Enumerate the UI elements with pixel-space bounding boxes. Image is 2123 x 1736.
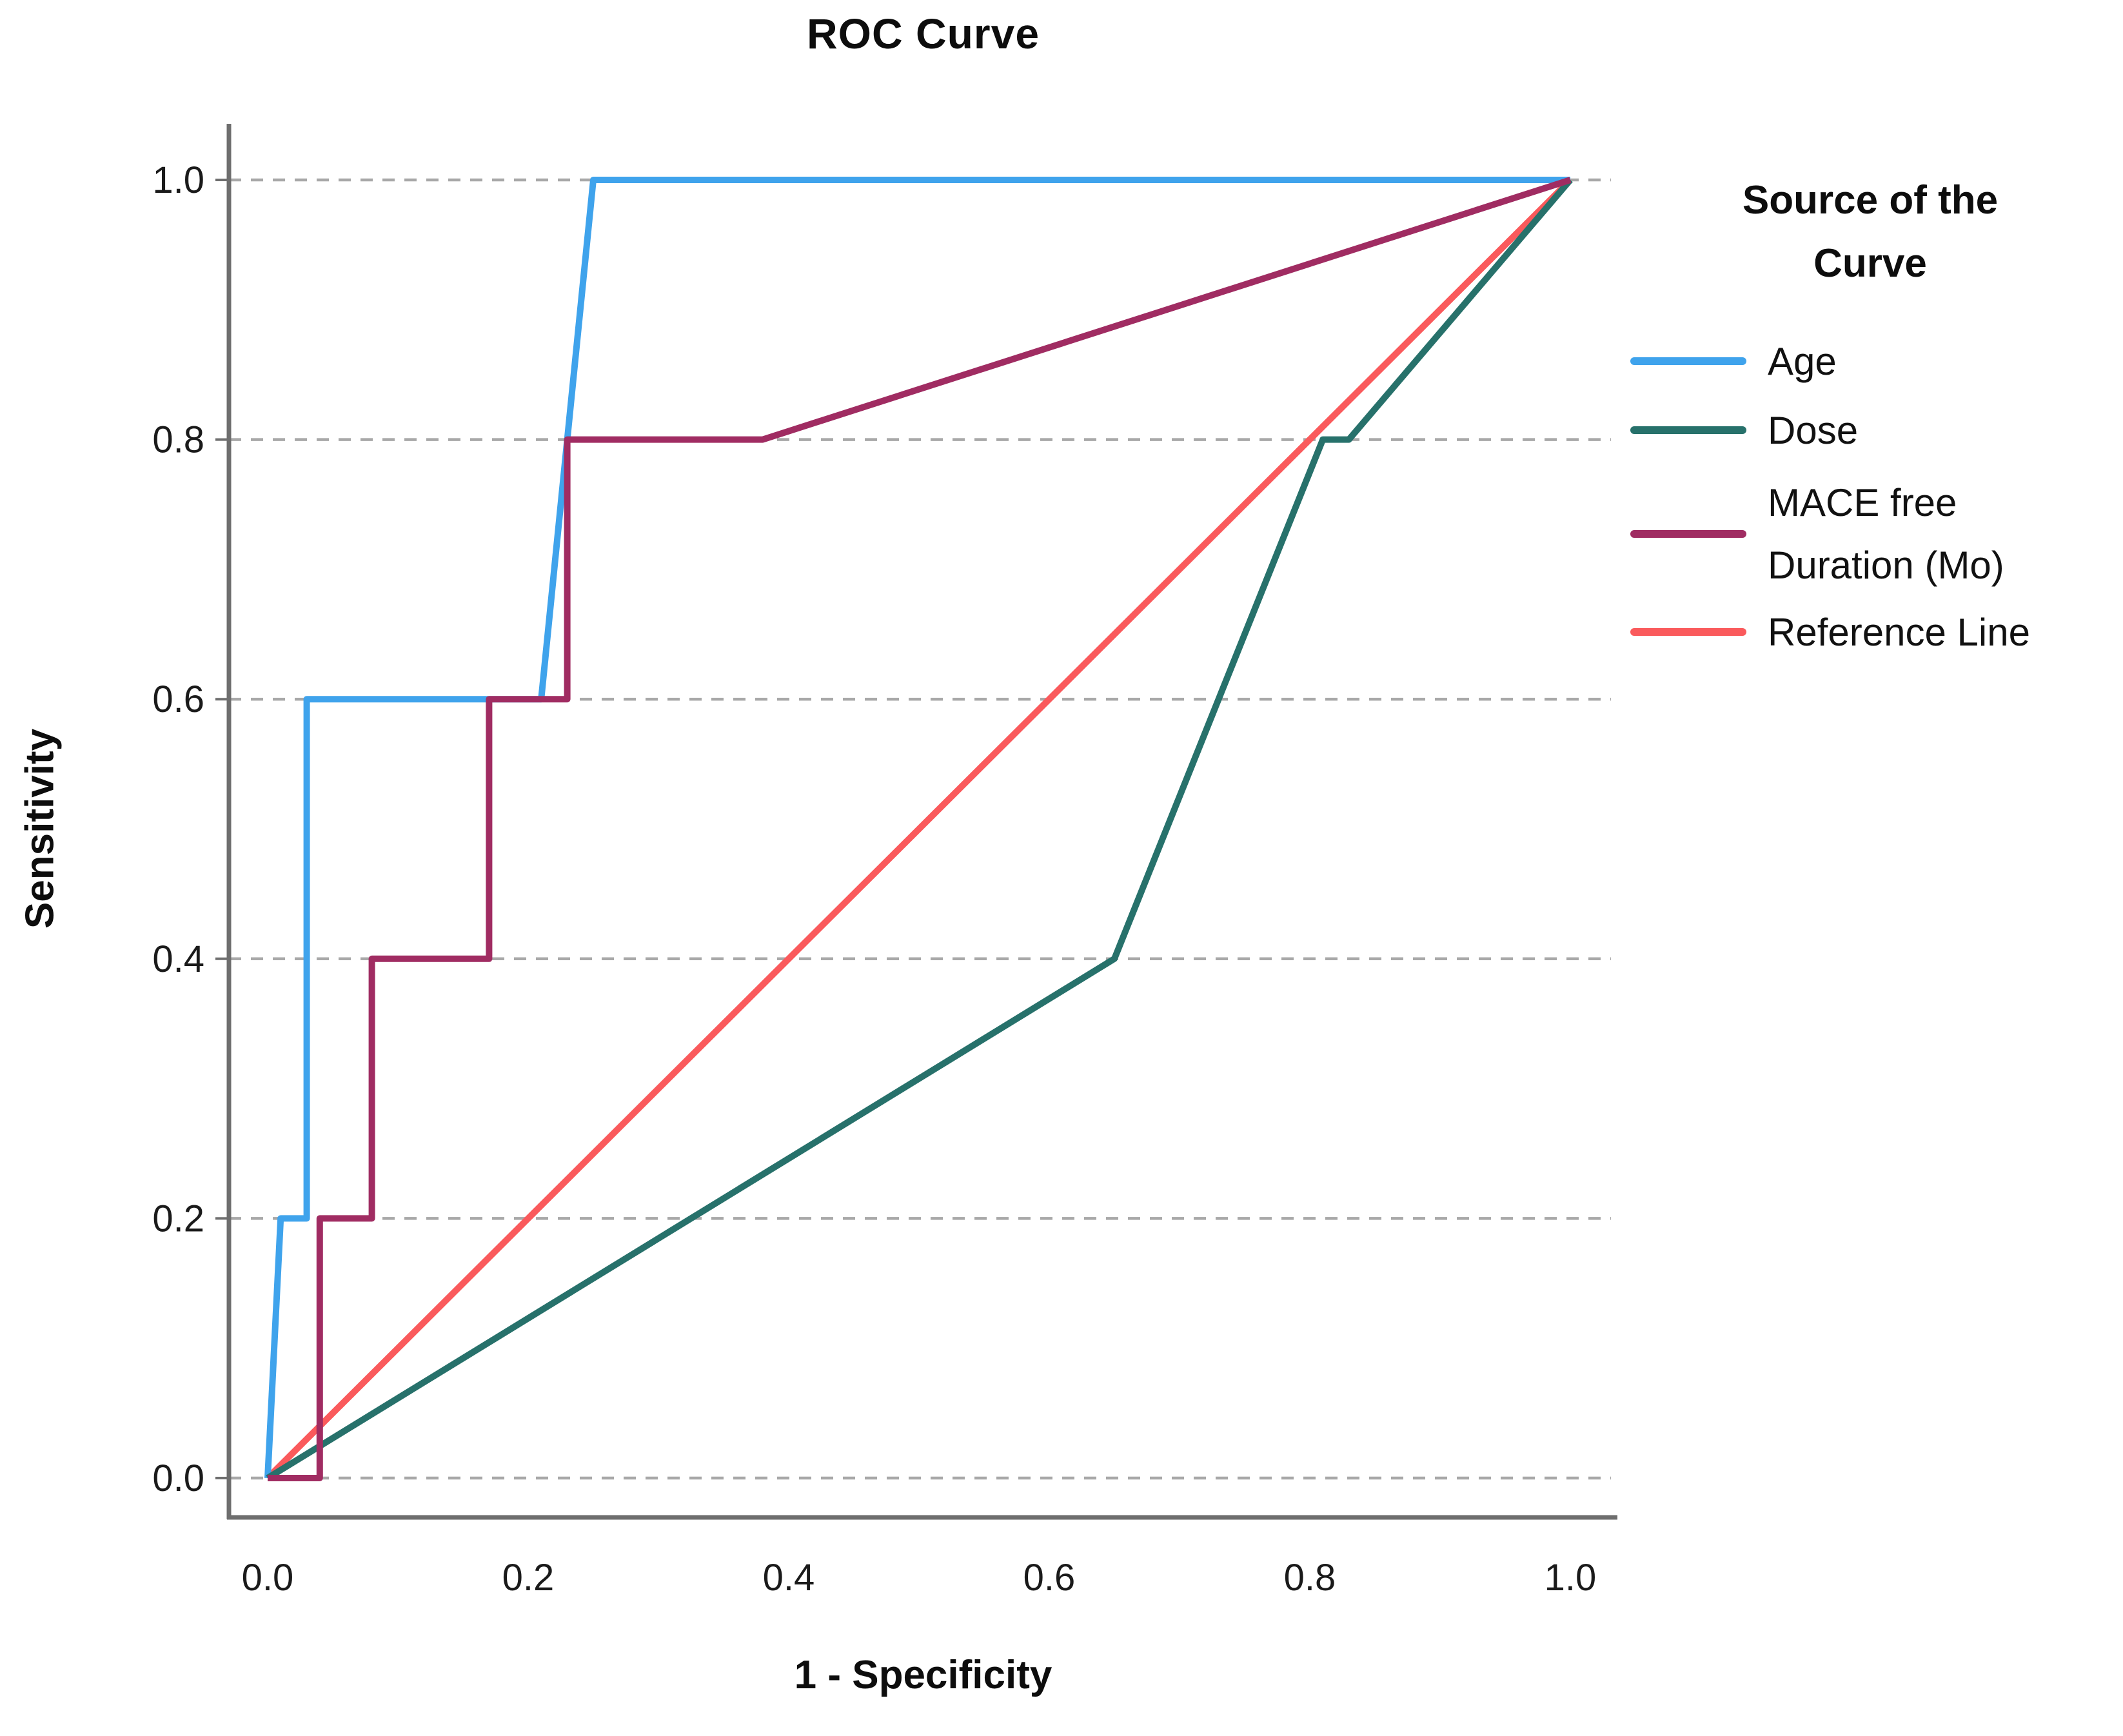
legend-swatch-reference-line xyxy=(1630,628,1746,636)
legend-label-line: Reference Line xyxy=(1768,610,2030,654)
x-tick-label-0.6: 0.6 xyxy=(1023,1557,1076,1599)
legend-title-line-1: Source of the xyxy=(1742,178,1999,222)
legend-title: Source of the Curve xyxy=(1625,169,2115,295)
legend-label-line: Dose xyxy=(1768,408,1859,452)
legend-label-line: Age xyxy=(1768,339,1837,383)
legend: Source of the Curve Age Dose MACE free Dura… xyxy=(1625,0,2123,774)
x-axis-title: 1 - Specificity xyxy=(794,1653,1052,1697)
y-tick-label-1.0: 1.0 xyxy=(152,159,204,201)
roc-curve-reference-line xyxy=(265,177,1573,1481)
legend-label-age: Age xyxy=(1768,330,1837,393)
x-tick-label-0.2: 0.2 xyxy=(502,1557,555,1599)
x-tick-label-0.4: 0.4 xyxy=(763,1557,815,1599)
legend-item-dose: Dose xyxy=(1630,399,1858,462)
legend-swatch-age xyxy=(1630,357,1746,365)
x-tick-label-0.0: 0.0 xyxy=(242,1557,294,1599)
legend-label-dose: Dose xyxy=(1768,399,1858,462)
legend-label-reference-line: Reference Line xyxy=(1768,601,2030,664)
y-tick-label-0.0: 0.0 xyxy=(152,1457,204,1499)
y-tick-label-0.6: 0.6 xyxy=(152,678,204,720)
y-tick-label-0.4: 0.4 xyxy=(152,938,204,980)
x-tick-label-0.8: 0.8 xyxy=(1284,1557,1336,1599)
legend-label-line: MACE free xyxy=(1768,481,1957,524)
legend-item-age: Age xyxy=(1630,330,1837,393)
legend-item-mace-free-duration-mo: MACE free Duration (Mo) xyxy=(1630,471,2004,597)
y-tick-label-0.8: 0.8 xyxy=(152,419,204,461)
roc-curve-age xyxy=(264,177,1570,1479)
legend-swatch-dose xyxy=(1630,426,1746,434)
roc-curve-mace-free-duration-mo xyxy=(268,177,1572,1481)
x-tick-label-1.0: 1.0 xyxy=(1545,1557,1597,1599)
chart-title: ROC Curve xyxy=(806,10,1040,57)
y-tick-label-0.2: 0.2 xyxy=(152,1198,204,1239)
legend-label-line: Duration (Mo) xyxy=(1768,544,2004,587)
legend-item-reference-line: Reference Line xyxy=(1630,601,2030,664)
roc-curve-dose xyxy=(266,177,1573,1481)
legend-swatch-mace-free-duration-mo xyxy=(1630,530,1746,538)
y-axis-title: Sensitivity xyxy=(17,728,63,929)
legend-label-mace-free-duration-mo: MACE free Duration (Mo) xyxy=(1768,471,2004,597)
legend-title-line-2: Curve xyxy=(1813,241,1927,286)
